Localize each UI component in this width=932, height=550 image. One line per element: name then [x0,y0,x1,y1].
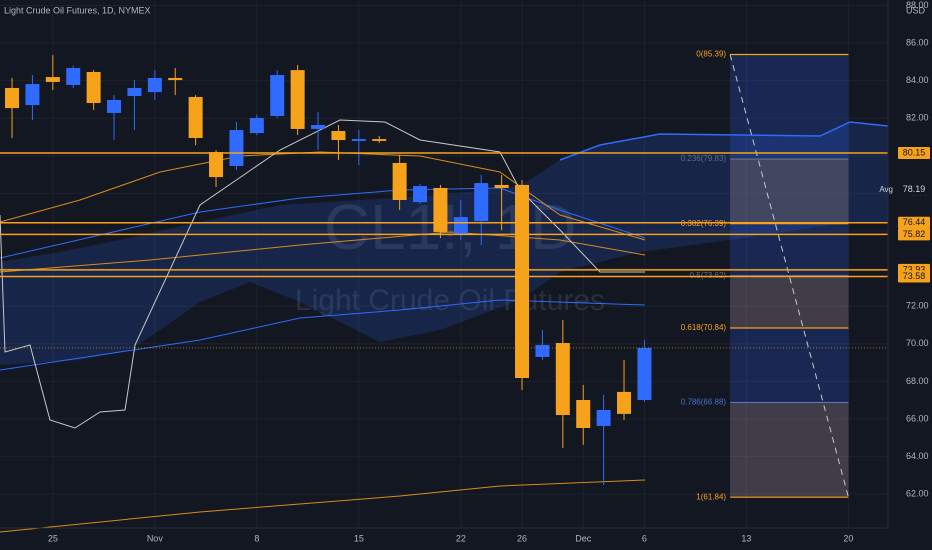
overlay: 0(85.39)0.236(79.83)0.382(76.39)0.5(73.6… [0,50,888,501]
candle-body [555,343,570,416]
candle-body [515,184,530,379]
price-label: 73.93 [903,264,926,274]
x-tick-label: 13 [741,533,751,543]
y-tick-label: 68.00 [906,376,929,386]
price-label-box [898,228,930,241]
price-label-box [898,147,930,160]
x-tick-label: Dec [575,533,592,543]
candle-body [270,74,285,116]
ma-line [0,479,646,533]
candle-body [66,68,81,85]
x-tick-label: 26 [517,533,527,543]
y-tick-label: 82.00 [906,113,929,123]
price-label-box [898,216,930,229]
ma-line [0,299,646,371]
x-tick-label: 25 [48,533,58,543]
x-tick-label: Nov [147,533,164,543]
candle-body [127,87,142,97]
candle-body [86,71,101,104]
candle-body [229,130,244,166]
price-label: 73.58 [903,271,926,281]
fib-label: 0(85.39) [696,50,726,59]
avg-box [898,183,930,196]
candle-body [392,162,407,200]
y-tick-label: 88.00 [906,0,929,10]
avg-label: 78.19 [903,184,926,194]
fib-band [730,402,849,498]
price-label: 75.82 [903,229,926,239]
chart-title: Light Crude Oil Futures, 1D, NYMEX [4,5,151,15]
grid [0,0,888,528]
fib-label: 0.618(70.84) [681,323,727,332]
candle-body [5,87,20,109]
candle-body [494,184,509,188]
fib-label: 0.5(73.62) [690,271,727,280]
candle-body [311,124,326,129]
currency: USD [906,5,926,15]
marks [5,55,652,485]
price-label: 80.15 [903,147,926,157]
fib-label: 1(61.84) [696,492,726,501]
axis: 62.0064.0066.0068.0070.0072.0074.0076.00… [48,0,930,543]
candle-body [25,84,40,106]
x-tick-label: 6 [642,533,647,543]
x-tick-label: 15 [354,533,364,543]
candle-body [209,152,224,178]
ma-line [0,231,646,273]
candle-body [617,391,632,414]
x-tick-label: 22 [456,533,466,543]
candle-body [249,118,264,134]
y-tick-label: 86.00 [906,37,929,47]
candle-body [413,186,428,203]
candle-body [290,70,305,129]
y-tick-label: 66.00 [906,413,929,423]
candle-body [453,217,468,235]
candle-body [188,96,203,138]
fib-label: 0.236(79.83) [681,154,727,163]
ma-line [0,187,646,259]
cloud [0,122,888,365]
fib-label: 0.786(66.88) [681,398,727,407]
price-label: 76.44 [903,217,926,227]
candle-body [596,409,611,426]
candle-body [576,399,591,429]
candle-body [107,99,122,113]
candle-body [331,131,346,141]
y-tick-label: 72.00 [906,301,929,311]
price-label-box [898,270,930,283]
watermark-symbol: CL1!, 1D [324,191,577,263]
y-tick-label: 70.00 [906,338,929,348]
cloud-line [559,121,889,161]
y-tick-label: 84.00 [906,75,929,85]
ma-line [0,151,646,241]
x-tick-label: 8 [254,533,259,543]
candle-body [474,183,489,222]
fib-band [730,159,849,224]
candle-body [147,78,162,93]
candle-body [351,139,366,141]
candle-body [535,344,550,357]
y-tick-label: 62.00 [906,489,929,499]
avg-name: Avg [879,185,893,194]
candle-body [168,78,183,81]
fib-band [730,275,849,329]
candle-body [45,77,60,82]
candle-body [372,139,387,141]
watermark-name: Light Crude Oil Futures [295,284,605,317]
candle-body [637,347,652,400]
candle-body [433,187,448,232]
x-tick-label: 20 [843,533,853,543]
y-tick-label: 64.00 [906,451,929,461]
